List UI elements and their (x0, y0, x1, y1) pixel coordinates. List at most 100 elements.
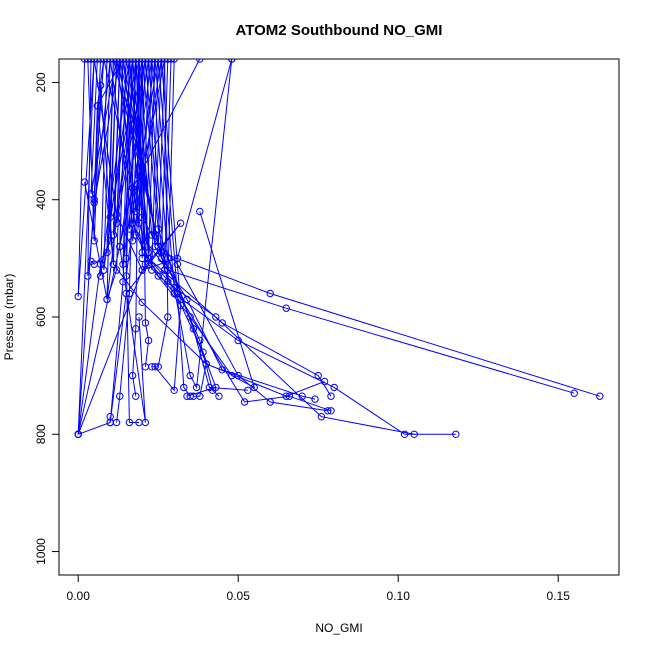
series-line (77, 59, 201, 435)
data-point (192, 383, 201, 392)
profile-series (93, 59, 604, 400)
data-point (186, 392, 194, 400)
data-point (128, 184, 137, 192)
series-line (100, 59, 575, 394)
data-point (212, 313, 220, 321)
data-point (170, 386, 178, 394)
data-point (125, 418, 134, 427)
data-point (128, 371, 137, 380)
data-point (100, 266, 108, 274)
data-point (183, 295, 191, 304)
data-point (314, 371, 322, 380)
data-point (311, 395, 319, 403)
data-point (135, 313, 143, 321)
data-point (176, 301, 185, 309)
series-line (125, 59, 159, 423)
data-point (128, 237, 137, 245)
data-point (90, 59, 98, 63)
data-point (324, 407, 332, 415)
data-point (173, 289, 182, 298)
data-point (330, 383, 338, 392)
data-point (135, 219, 143, 227)
data-point (80, 178, 89, 186)
series-line (84, 59, 166, 300)
data-point (215, 392, 223, 400)
x-tick-label: 0.00 (67, 589, 91, 603)
series-line (106, 59, 328, 412)
data-point (96, 272, 105, 280)
data-point (74, 292, 82, 301)
profile-series (80, 59, 169, 304)
data-point (93, 59, 102, 63)
data-point (106, 418, 114, 427)
data-point (132, 59, 140, 63)
data-point (154, 272, 162, 280)
series-line (77, 59, 233, 435)
data-point (106, 413, 114, 421)
y-tick-label: 400 (34, 189, 48, 209)
data-point (164, 313, 172, 321)
data-point (151, 59, 159, 63)
chart-title: ATOM2 Southbound NO_GMI (236, 22, 443, 39)
data-point (154, 59, 162, 63)
data-point (144, 59, 153, 63)
data-point (96, 59, 105, 63)
data-point (141, 418, 150, 427)
data-point (122, 59, 130, 63)
series-line (119, 59, 162, 423)
data-point (135, 59, 143, 63)
data-point (218, 319, 226, 327)
series-line (122, 59, 207, 397)
data-point (138, 59, 146, 63)
data-point (116, 242, 124, 251)
series-line (87, 59, 325, 397)
data-point (93, 102, 102, 110)
data-point (112, 59, 121, 63)
data-point (132, 325, 140, 333)
profile-series (74, 59, 204, 438)
data-point (141, 59, 150, 63)
x-axis: 0.00 0.05 0.10 0.15 (67, 574, 570, 603)
data-point (180, 383, 188, 392)
data-point (170, 59, 178, 63)
series-line (93, 59, 169, 265)
data-point (186, 371, 194, 380)
data-point (452, 430, 460, 438)
data-point (74, 430, 82, 438)
data-point (298, 392, 306, 400)
data-point (106, 59, 114, 63)
data-point (125, 59, 134, 63)
data-point (196, 59, 204, 63)
data-point (164, 59, 172, 63)
data-point (116, 392, 124, 400)
data-point (132, 392, 140, 400)
data-point (240, 398, 249, 406)
data-point (160, 59, 169, 63)
data-point (410, 430, 418, 438)
data-point (116, 59, 124, 63)
y-tick-label: 200 (34, 72, 48, 92)
data-point (266, 289, 274, 298)
series-layer (74, 59, 604, 438)
data-point (164, 278, 172, 286)
data-point (109, 59, 118, 63)
x-tick-label: 0.10 (387, 589, 411, 603)
data-point (122, 254, 130, 263)
data-point (282, 304, 290, 312)
series-line (77, 59, 172, 435)
y-tick-label: 600 (34, 307, 48, 327)
data-point (144, 248, 153, 257)
data-point (570, 389, 578, 397)
data-point (148, 59, 156, 63)
data-point (317, 413, 326, 421)
data-point (138, 266, 146, 274)
data-point (596, 392, 604, 400)
data-point (109, 260, 118, 268)
data-point (196, 336, 204, 345)
y-tick-label: 800 (34, 424, 48, 444)
data-point (103, 59, 111, 63)
profile-series (87, 59, 178, 286)
data-point (135, 172, 143, 181)
data-point (228, 59, 236, 63)
